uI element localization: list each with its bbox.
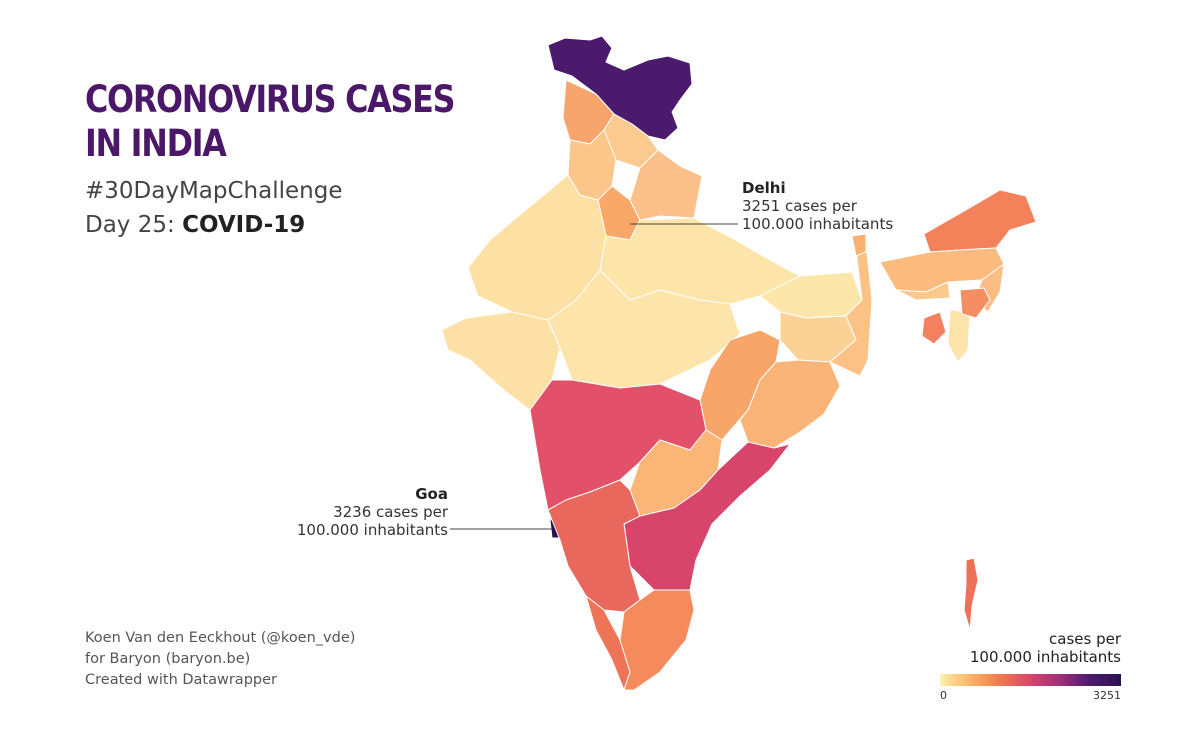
region-meghalaya[interactable]	[895, 281, 951, 301]
credit-tool: Created with Datawrapper	[85, 672, 277, 688]
delhi-annotation: Delhi 3251 cases per 100.000 inhabitants	[742, 179, 893, 233]
region-andaman-nicobar[interactable]	[963, 557, 979, 631]
legend-ticks: 0 3251	[940, 689, 1121, 705]
region-uttarakhand[interactable]	[603, 113, 659, 169]
day-subtitle: Day 25: COVID-19	[85, 212, 305, 238]
region-mizoram[interactable]	[947, 309, 971, 363]
region-arunachal[interactable]	[923, 189, 1037, 253]
title-line-1: Coronovirus cases	[85, 78, 455, 121]
region-odisha[interactable]	[739, 359, 841, 449]
color-legend: cases per 100.000 inhabitants 0 3251	[940, 630, 1121, 705]
legend-min-label: 0	[940, 689, 947, 702]
goa-annotation-line2: 100.000 inhabitants	[296, 521, 448, 539]
region-tamil-nadu[interactable]	[619, 589, 695, 691]
legend-title-line2: 100.000 inhabitants	[969, 648, 1121, 666]
title-line-2: in India	[85, 122, 227, 165]
legend-max-label: 3251	[1093, 689, 1121, 702]
legend-gradient-bar	[940, 674, 1121, 686]
credit-author: Koen Van den Eeckhout (@koen_vde)	[85, 630, 356, 646]
region-west-bengal[interactable]	[829, 243, 873, 377]
legend-title-line1: cases per	[1049, 630, 1121, 648]
region-karnataka[interactable]	[547, 479, 641, 613]
goa-annotation-line1: 3236 cases per	[333, 503, 448, 521]
day-topic: COVID-19	[182, 212, 306, 238]
region-sikkim[interactable]	[851, 233, 867, 257]
region-tripura[interactable]	[921, 311, 947, 345]
day-prefix: Day 25:	[85, 212, 175, 238]
delhi-annotation-line1: 3251 cases per	[742, 197, 857, 215]
goa-annotation-name: Goa	[415, 485, 448, 503]
delhi-annotation-name: Delhi	[742, 179, 786, 197]
credits: Koen Van den Eeckhout (@koen_vde) for Ba…	[85, 628, 355, 691]
region-manipur[interactable]	[959, 287, 991, 319]
legend-title: cases per 100.000 inhabitants	[940, 630, 1121, 666]
hashtag-subtitle: #30DayMapChallenge	[85, 178, 343, 204]
credit-client: for Baryon (baryon.be)	[85, 651, 251, 667]
page-title: Coronovirus cases in India	[85, 78, 455, 166]
goa-annotation: Goa 3236 cases per 100.000 inhabitants	[260, 485, 448, 539]
delhi-annotation-line2: 100.000 inhabitants	[742, 215, 894, 233]
